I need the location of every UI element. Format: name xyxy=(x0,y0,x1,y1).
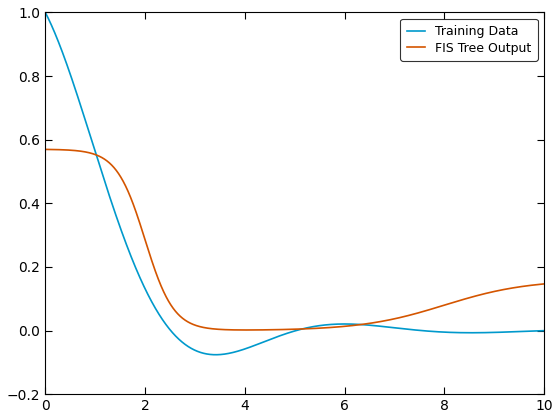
Training Data xyxy=(387,325,394,330)
FIS Tree Output xyxy=(243,328,250,333)
FIS Tree Output xyxy=(387,317,394,322)
Training Data xyxy=(508,329,515,334)
Training Data xyxy=(283,331,290,336)
Training Data xyxy=(492,330,499,335)
FIS Tree Output xyxy=(283,327,290,332)
FIS Tree Output xyxy=(139,231,146,236)
Training Data xyxy=(42,10,49,15)
Training Data xyxy=(212,352,219,357)
Training Data xyxy=(541,328,548,333)
Training Data xyxy=(505,329,512,334)
FIS Tree Output xyxy=(492,289,499,294)
FIS Tree Output xyxy=(505,286,512,291)
Line: FIS Tree Output: FIS Tree Output xyxy=(45,149,544,330)
FIS Tree Output xyxy=(508,286,515,291)
Line: Training Data: Training Data xyxy=(45,13,544,355)
FIS Tree Output xyxy=(541,281,548,286)
Legend: Training Data, FIS Tree Output: Training Data, FIS Tree Output xyxy=(400,19,538,61)
FIS Tree Output xyxy=(42,147,49,152)
Training Data xyxy=(139,282,146,287)
